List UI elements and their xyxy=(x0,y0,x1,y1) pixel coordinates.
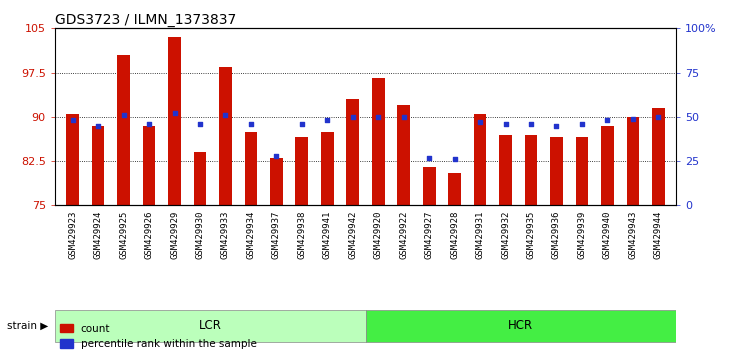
Text: GSM429939: GSM429939 xyxy=(577,210,586,259)
Text: GSM429923: GSM429923 xyxy=(68,210,77,259)
Point xyxy=(347,114,359,120)
Text: GSM429935: GSM429935 xyxy=(526,210,536,259)
Bar xyxy=(575,137,588,205)
Point xyxy=(219,112,231,118)
Bar xyxy=(295,137,308,205)
Bar xyxy=(92,126,105,205)
Text: GSM429925: GSM429925 xyxy=(119,210,128,259)
Bar xyxy=(270,158,283,205)
Text: GDS3723 / ILMN_1373837: GDS3723 / ILMN_1373837 xyxy=(55,13,236,27)
Point xyxy=(474,119,486,125)
Bar xyxy=(474,114,486,205)
Text: GSM429929: GSM429929 xyxy=(170,210,179,259)
Text: GSM429942: GSM429942 xyxy=(348,210,357,259)
Text: GSM429931: GSM429931 xyxy=(476,210,485,259)
Point xyxy=(67,118,78,123)
Point xyxy=(550,123,562,129)
Bar xyxy=(601,126,614,205)
Bar xyxy=(398,105,410,205)
Point xyxy=(118,112,129,118)
Text: GSM429941: GSM429941 xyxy=(323,210,332,259)
Bar xyxy=(550,137,563,205)
Text: GSM429920: GSM429920 xyxy=(374,210,383,259)
Point xyxy=(500,121,512,127)
Text: GSM429943: GSM429943 xyxy=(629,210,637,259)
Text: GSM429934: GSM429934 xyxy=(246,210,255,259)
Point xyxy=(602,118,613,123)
Text: GSM429937: GSM429937 xyxy=(272,210,281,259)
Point xyxy=(296,121,308,127)
Point xyxy=(653,114,664,120)
Bar xyxy=(194,152,206,205)
Point xyxy=(372,114,384,120)
Point xyxy=(143,121,155,127)
Bar xyxy=(499,135,512,205)
Bar xyxy=(245,132,257,205)
Bar xyxy=(525,135,537,205)
Bar xyxy=(366,310,676,342)
Point xyxy=(525,121,537,127)
Bar xyxy=(346,99,359,205)
Point xyxy=(92,123,104,129)
Point xyxy=(627,116,639,121)
Text: HCR: HCR xyxy=(508,319,534,332)
Bar xyxy=(168,37,181,205)
Point xyxy=(194,121,206,127)
Bar xyxy=(67,114,79,205)
Text: GSM429944: GSM429944 xyxy=(654,210,663,259)
Bar xyxy=(652,108,664,205)
Point xyxy=(423,155,435,160)
Point xyxy=(322,118,333,123)
Text: GSM429940: GSM429940 xyxy=(603,210,612,259)
Bar xyxy=(423,167,436,205)
Text: GSM429930: GSM429930 xyxy=(195,210,205,259)
Point xyxy=(576,121,588,127)
Bar xyxy=(143,126,156,205)
Bar xyxy=(55,310,366,342)
Bar xyxy=(372,79,385,205)
Text: GSM429922: GSM429922 xyxy=(399,210,408,259)
Bar xyxy=(448,173,461,205)
Text: GSM429938: GSM429938 xyxy=(298,210,306,259)
Text: GSM429933: GSM429933 xyxy=(221,210,230,259)
Point xyxy=(398,114,409,120)
Bar xyxy=(219,67,232,205)
Text: GSM429924: GSM429924 xyxy=(94,210,102,259)
Point xyxy=(169,110,181,116)
Bar xyxy=(626,117,639,205)
Legend: count, percentile rank within the sample: count, percentile rank within the sample xyxy=(60,324,257,349)
Text: GSM429932: GSM429932 xyxy=(501,210,510,259)
Point xyxy=(449,156,461,162)
Text: GSM429936: GSM429936 xyxy=(552,210,561,259)
Text: GSM429928: GSM429928 xyxy=(450,210,459,259)
Text: GSM429926: GSM429926 xyxy=(145,210,154,259)
Point xyxy=(245,121,257,127)
Point xyxy=(270,153,282,159)
Text: GSM429927: GSM429927 xyxy=(425,210,433,259)
Text: strain ▶: strain ▶ xyxy=(7,321,48,331)
Text: LCR: LCR xyxy=(199,319,221,332)
Bar xyxy=(321,132,333,205)
Bar xyxy=(117,55,130,205)
